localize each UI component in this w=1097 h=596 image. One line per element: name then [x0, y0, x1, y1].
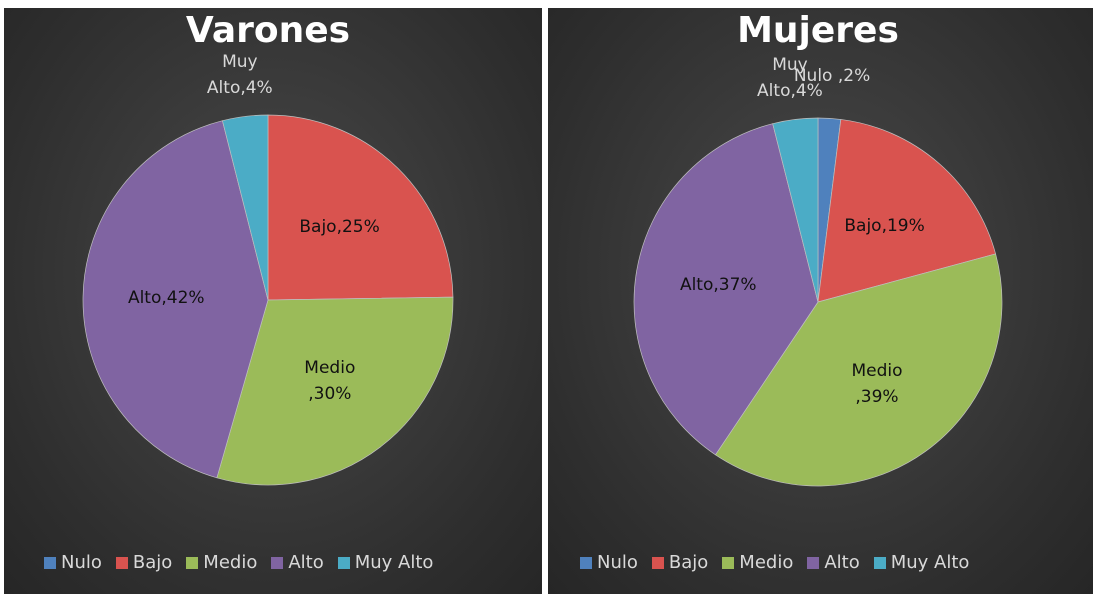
legend-item: Bajo — [115, 552, 173, 573]
legend-swatch — [873, 556, 886, 569]
legend-swatch — [337, 556, 350, 569]
legend: Nulo Bajo Medio Alto Muy Alto — [580, 552, 969, 573]
data-label: Bajo,25% — [299, 217, 380, 238]
legend-item: Alto — [271, 552, 324, 573]
pie-slice — [633, 123, 819, 456]
data-label: Alto,42% — [127, 288, 205, 309]
pie-slice — [82, 120, 269, 479]
legend-label: Muy Alto — [354, 552, 434, 573]
pie-slice — [817, 119, 997, 303]
data-label: Medio ,30% — [304, 357, 356, 404]
legend-swatch — [722, 556, 735, 569]
legend: Nulo Bajo Medio Alto Muy Alto — [44, 552, 433, 573]
legend-swatch — [44, 556, 56, 569]
legend-item: Medio — [186, 552, 257, 573]
legend-label: Medio — [203, 552, 258, 573]
data-label: Nulo ,2% — [793, 66, 871, 87]
legend-item: Muy Alto — [337, 552, 434, 573]
legend-item: Nulo — [44, 552, 102, 573]
chart-title: Mujeres — [737, 10, 899, 51]
legend-label: Alto — [824, 552, 860, 573]
pie-slice — [714, 253, 1003, 487]
legend-item: Medio — [722, 552, 793, 573]
data-label: Muy Alto,4% — [206, 51, 273, 98]
legend-item: Muy Alto — [873, 552, 970, 573]
legend-label: Bajo — [668, 552, 709, 573]
legend-swatch — [807, 556, 820, 569]
legend-swatch — [580, 556, 592, 569]
data-label: Medio ,39% — [851, 361, 903, 408]
legend-label: Alto — [288, 552, 324, 573]
data-label: Muy Alto,4% — [757, 54, 823, 101]
legend-item: Nulo — [580, 552, 638, 573]
pie-slice — [267, 114, 454, 301]
pie-slice — [216, 296, 454, 486]
legend-label: Muy Alto — [890, 552, 970, 573]
data-label: Alto,37% — [679, 274, 757, 295]
chart-title: Varones — [185, 10, 351, 51]
legend-item: Bajo — [651, 552, 709, 573]
legend-label: Medio — [739, 552, 794, 573]
legend-item: Alto — [807, 552, 860, 573]
pie-slice — [222, 114, 269, 301]
legend-swatch — [271, 556, 284, 569]
legend-label: Nulo — [597, 552, 638, 573]
legend-label: Nulo — [61, 552, 102, 573]
legend-swatch — [186, 556, 199, 569]
legend-label: Bajo — [132, 552, 173, 573]
legend-swatch — [115, 556, 128, 569]
pie-slice — [772, 117, 819, 303]
data-label: Bajo,19% — [844, 215, 925, 236]
legend-swatch — [651, 556, 664, 569]
